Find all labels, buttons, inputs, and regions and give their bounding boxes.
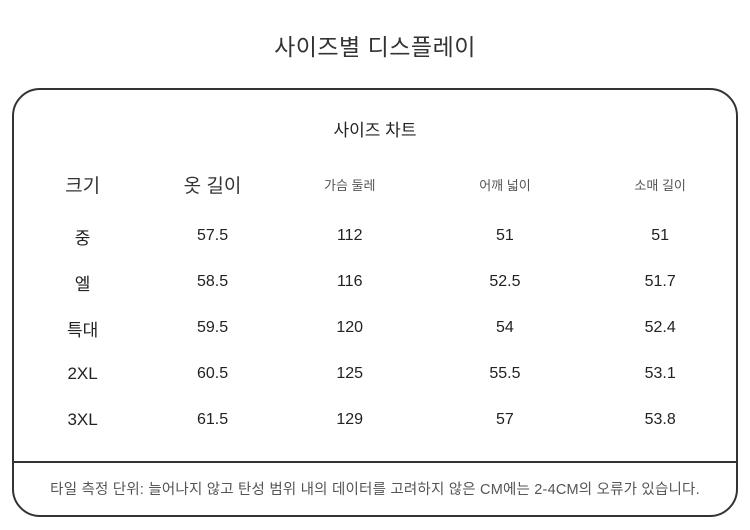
table-row: 특대 59.5 120 54 52.4 xyxy=(14,305,736,351)
size-chart-heading: 사이즈 차트 xyxy=(333,121,417,140)
size-table: 크기 옷 길이 가슴 둘레 어깨 넓이 소매 길이 중 57.5 112 51 … xyxy=(14,155,736,461)
table-row: 2XL 60.5 125 55.5 53.1 xyxy=(14,351,736,397)
cell-value: 52.5 xyxy=(489,273,521,290)
cell-value: 58.5 xyxy=(196,273,229,290)
cell-value: 120 xyxy=(336,319,364,336)
cell-value: 61.5 xyxy=(196,411,229,428)
table-row: 중 57.5 112 51 51 xyxy=(14,213,736,259)
column-header-chest: 가슴 둘레 xyxy=(323,177,376,193)
column-header-length: 옷 길이 xyxy=(183,175,242,197)
size-chart-panel: 사이즈 차트 크기 옷 길이 가슴 둘레 어깨 넓이 소매 길이 중 57.5 … xyxy=(12,88,738,517)
size-label: 2XL xyxy=(67,364,98,383)
size-label: 중 xyxy=(74,228,91,248)
size-label: 엘 xyxy=(74,274,91,294)
table-row: 3XL 61.5 129 57 53.8 xyxy=(14,397,736,443)
page-title: 사이즈별 디스플레이 xyxy=(274,34,476,60)
column-header-size: 크기 xyxy=(65,175,101,197)
cell-value: 112 xyxy=(336,227,363,244)
cell-value: 51 xyxy=(651,227,670,244)
size-label: 특대 xyxy=(66,320,99,340)
cell-value: 55.5 xyxy=(489,365,521,382)
cell-value: 116 xyxy=(336,273,363,290)
cell-value: 125 xyxy=(336,365,364,382)
cell-value: 60.5 xyxy=(196,365,229,382)
cell-value: 54 xyxy=(496,319,514,336)
cell-value: 57.5 xyxy=(196,227,229,244)
cell-value: 51 xyxy=(496,227,514,244)
cell-value: 52.4 xyxy=(644,319,676,336)
cell-value: 53.1 xyxy=(644,365,676,382)
table-row: 엘 58.5 116 52.5 51.7 xyxy=(14,259,736,305)
measurement-footnote: 타일 측정 단위: 늘어나지 않고 탄성 범위 내의 데이터를 고려하지 않은 … xyxy=(14,461,736,515)
column-header-shoulder: 어깨 넓이 xyxy=(479,177,531,193)
size-label: 3XL xyxy=(67,410,98,429)
table-header-row: 크기 옷 길이 가슴 둘레 어깨 넓이 소매 길이 xyxy=(14,155,736,213)
cell-value: 57 xyxy=(496,411,514,428)
cell-value: 59.5 xyxy=(196,319,229,336)
cell-value: 129 xyxy=(336,411,364,428)
cell-value: 51.7 xyxy=(644,273,676,290)
column-header-sleeve: 소매 길이 xyxy=(634,177,686,193)
cell-value: 53.8 xyxy=(644,411,676,428)
